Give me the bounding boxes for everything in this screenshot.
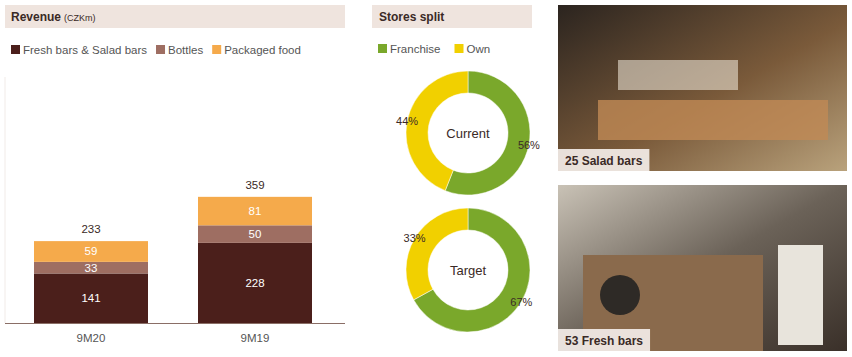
legend-label: Packaged food — [224, 44, 301, 56]
legend-swatch — [156, 45, 165, 54]
panel-header — [372, 5, 532, 28]
data-label: 228 — [245, 277, 264, 289]
legend-swatch — [11, 45, 20, 54]
legend-label: Franchise — [390, 43, 441, 55]
total-label: 359 — [245, 179, 264, 191]
total-label: 233 — [81, 223, 100, 235]
data-label: 81 — [249, 205, 262, 217]
panel-header — [5, 5, 345, 28]
donut — [406, 71, 530, 195]
chart-subtitle: (CZKm) — [64, 13, 96, 23]
photo-label-bg — [558, 149, 649, 171]
photo — [558, 5, 847, 171]
photo-label-bg — [558, 329, 650, 351]
photo — [558, 185, 847, 351]
data-label: 59 — [85, 245, 98, 257]
donut-slice — [406, 208, 468, 300]
data-label: 56% — [518, 139, 540, 151]
legend-swatch — [455, 44, 464, 53]
data-label: 33 — [85, 262, 98, 274]
bars — [34, 197, 312, 323]
x-tick-label: 9M20 — [77, 332, 106, 344]
data-labels: 141 33 59 233 228 50 81 359 — [81, 179, 264, 304]
data-label: 67% — [510, 296, 532, 308]
photo-logo — [600, 275, 640, 315]
data-label: 33% — [404, 232, 426, 244]
photo-label: 25 Salad bars — [565, 154, 643, 168]
legend-swatch — [212, 45, 221, 54]
photo-counter — [598, 100, 828, 140]
bar-segment — [198, 243, 312, 323]
data-label: 141 — [81, 292, 100, 304]
x-tick-label: 9M19 — [241, 332, 270, 344]
donut-labels: 67% 33% — [404, 232, 533, 307]
donut — [406, 208, 530, 332]
data-label: 50 — [249, 228, 262, 240]
bar-segment — [34, 241, 148, 262]
data-label: 44% — [396, 115, 418, 127]
legend-label: Bottles — [168, 44, 203, 56]
panel-title: Stores split — [379, 10, 444, 24]
value-axis-line — [5, 77, 6, 323]
bar-segment — [198, 225, 312, 243]
bar-segment — [34, 262, 148, 274]
photo-sign — [778, 245, 823, 345]
donut-title: Current — [446, 126, 490, 141]
photo-shelf — [618, 60, 738, 90]
donut-title: Target — [450, 263, 487, 278]
baseline — [5, 323, 345, 324]
bar-segment — [34, 273, 148, 323]
bar-segment — [198, 197, 312, 225]
legend-label: Own — [467, 43, 491, 55]
donut-labels: 56% 44% — [396, 115, 540, 150]
chart-title: Revenue — [11, 10, 61, 24]
legend-swatch — [378, 44, 387, 53]
legend-label: Fresh bars & Salad bars — [23, 44, 147, 56]
photo-label: 53 Fresh bars — [565, 334, 643, 348]
